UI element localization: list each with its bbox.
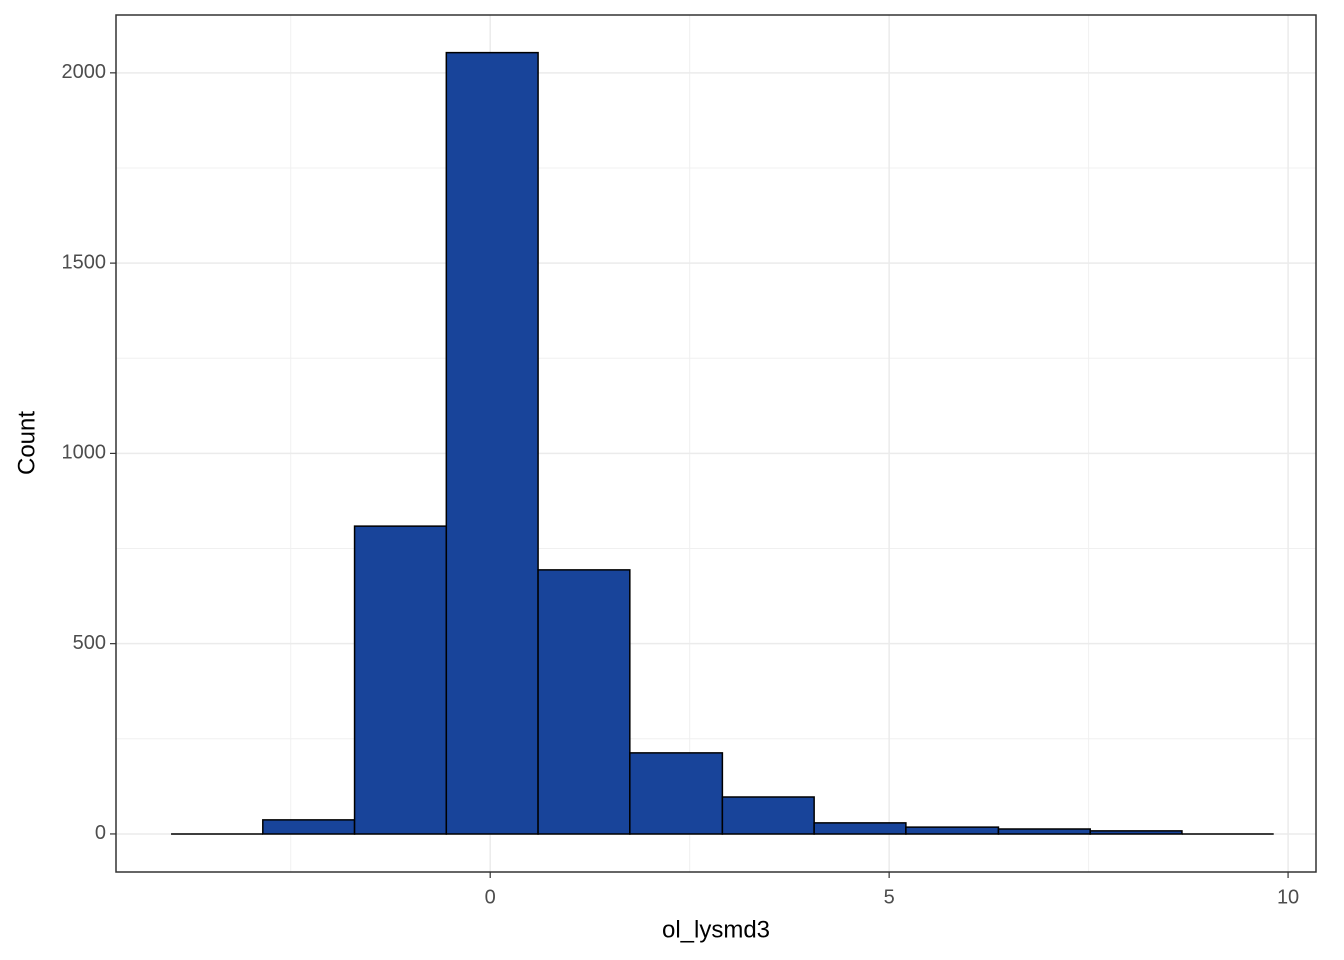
y-tick-label: 0 — [95, 822, 106, 844]
x-axis-title: ol_lysmd3 — [662, 916, 770, 943]
y-tick-label: 1500 — [62, 251, 107, 273]
bar — [445, 51, 539, 835]
bar — [905, 826, 1000, 835]
bar — [353, 525, 448, 835]
x-tick-label: 5 — [884, 886, 895, 908]
bar — [813, 822, 907, 835]
bar — [1089, 830, 1183, 835]
bar — [721, 796, 815, 835]
bar — [629, 752, 724, 835]
x-tick-label: 0 — [485, 886, 496, 908]
bar — [537, 569, 631, 835]
y-tick-label: 2000 — [62, 61, 107, 83]
bar — [262, 819, 356, 835]
panel-border — [115, 14, 1317, 873]
plot-panel — [116, 15, 1316, 872]
y-tick-label: 500 — [73, 632, 106, 654]
x-tick-label: 10 — [1277, 886, 1299, 908]
y-tick-label: 1000 — [62, 442, 107, 464]
bar — [997, 828, 1091, 835]
y-axis-title: Count — [13, 411, 40, 475]
